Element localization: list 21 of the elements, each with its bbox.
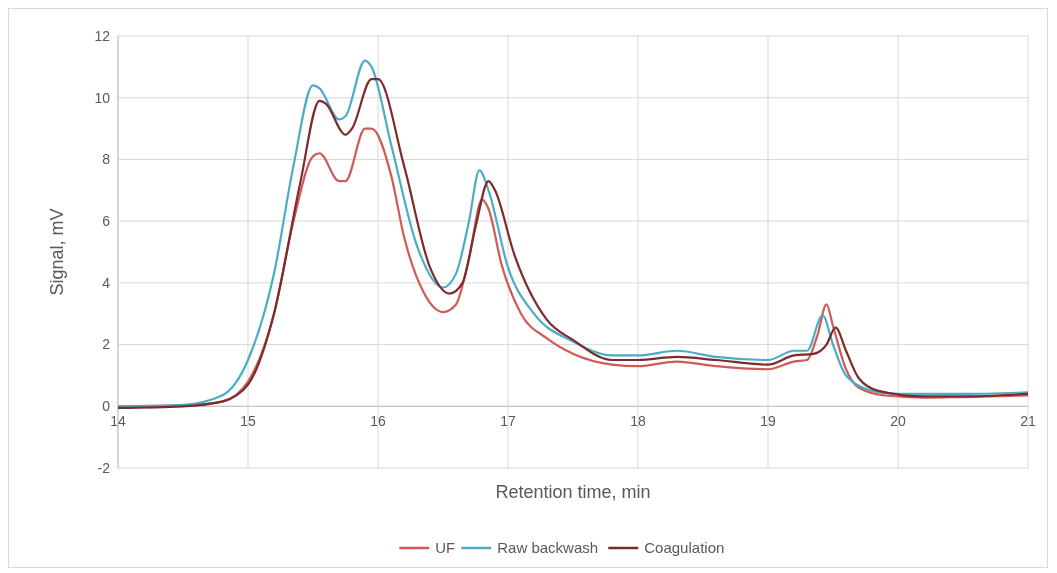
- x-tick-label: 18: [630, 413, 646, 430]
- y-tick-label: 0: [102, 398, 111, 415]
- y-tick-label: 8: [102, 151, 111, 168]
- y-tick-label: -2: [97, 459, 111, 476]
- x-tick-label: 21: [1020, 413, 1036, 430]
- x-axis-title: Retention time, min: [495, 482, 651, 502]
- y-tick-label: 10: [94, 89, 111, 106]
- legend-label: Raw backwash: [497, 539, 599, 557]
- y-axis-title: Signal, mV: [47, 208, 67, 296]
- x-tick-label: 16: [370, 413, 386, 430]
- y-tick-label: 12: [94, 27, 111, 44]
- x-tick-label: 15: [240, 413, 256, 430]
- x-tick-label: 20: [890, 413, 906, 430]
- x-tick-label: 17: [500, 413, 516, 430]
- x-tick-label: 14: [110, 413, 126, 430]
- x-tick-label: 19: [760, 413, 776, 430]
- y-tick-label: 2: [102, 336, 111, 353]
- y-tick-label: 6: [102, 213, 111, 230]
- y-tick-label: 4: [102, 274, 111, 291]
- legend-label: UF: [435, 539, 456, 557]
- legend-label: Coagulation: [644, 539, 725, 557]
